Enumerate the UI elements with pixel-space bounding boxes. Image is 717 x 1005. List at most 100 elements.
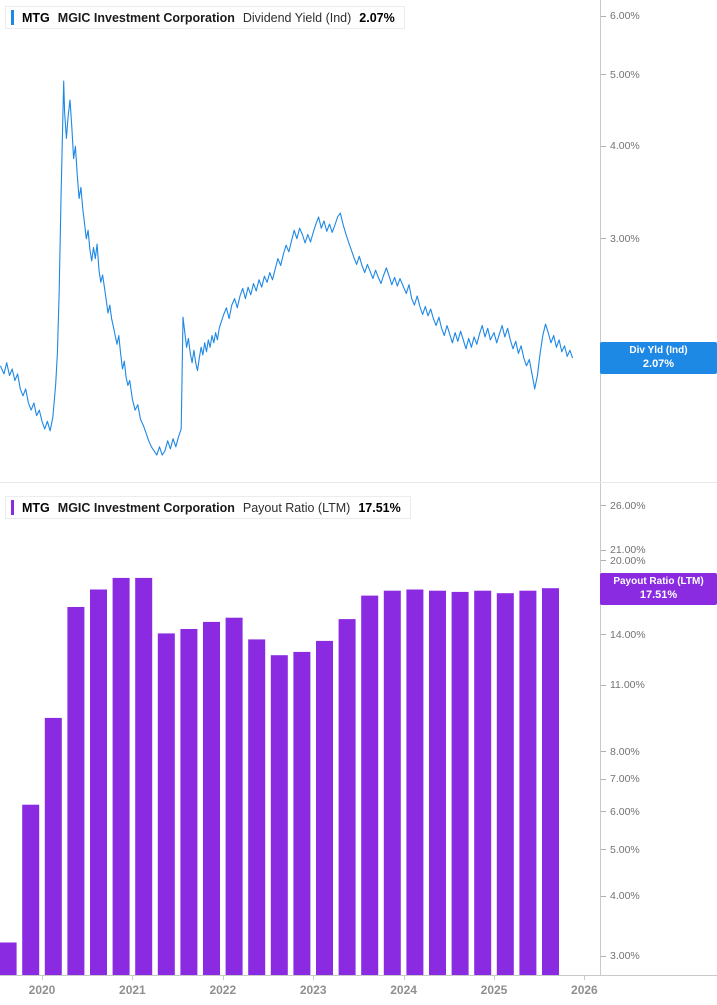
tick-mark-icon [601,849,606,850]
dividend-yield-series-line [0,80,574,456]
payout-ratio-bar [90,589,107,976]
payout-ratio-bar [451,591,469,976]
x-axis-year-label: 2024 [390,983,417,997]
payout-ratio-bar [429,590,446,976]
payout-ratio-y-axis: 26.00%21.00%20.00%17.00%14.00%11.00%8.00… [600,483,717,975]
tick-mark-icon [601,560,606,561]
payout-ratio-bar [338,619,356,976]
x-axis-tick-mark-icon [494,976,495,980]
company-name: MGIC Investment Corporation [57,500,235,515]
tick-mark-icon [601,684,606,686]
metric-value: 2.07% [359,10,395,25]
tick-mark-icon [601,811,606,812]
tick-mark-icon [601,549,606,551]
x-axis-year-label: 2023 [299,983,327,997]
metric-name: Payout Ratio (LTM) [242,500,351,515]
y-axis-tick: 6.00% [601,805,640,819]
y-axis-tick: 4.00% [601,889,640,903]
ticker-symbol: MTG [22,500,50,515]
dividend-yield-panel: 6.00%5.00%4.00%3.00%2.00% MTG MGIC Inves… [0,0,717,482]
payout-ratio-bar [0,942,17,976]
y-axis-tick-label: 8.00% [610,745,640,758]
tick-mark-icon [601,895,606,897]
y-axis-tick: 14.00% [601,628,646,642]
x-axis-tick-mark-icon [403,976,405,980]
metric-value: 17.51% [358,500,401,515]
payout-ratio-bar [112,577,130,976]
y-axis-tick-label: 5.00% [610,843,640,856]
payout-ratio-bar [44,717,62,976]
badge-value: 17.51% [639,588,678,601]
dividend-yield-y-axis: 6.00%5.00%4.00%3.00%2.00% [600,0,717,482]
x-axis-tick-mark-icon [584,976,586,980]
x-axis-tick-mark-icon [42,976,43,980]
payout-ratio-bar [270,655,288,976]
y-axis-tick: 21.00% [601,543,646,557]
payout-ratio-bar [361,595,379,976]
y-axis-tick: 26.00% [601,499,646,513]
dividend-yield-line-chart [0,80,574,456]
payout-ratio-bar-chart [0,577,559,976]
tick-mark-icon [601,238,606,240]
badge-value: 2.07% [642,357,675,370]
y-axis-tick: 4.00% [601,139,640,153]
series-color-bar-icon [11,10,14,25]
y-axis-tick-label: 5.00% [610,68,640,81]
dividend-yield-last-value-badge: Div Yld (Ind) 2.07% [600,342,717,375]
y-axis-tick: 20.00% [601,554,646,568]
payout-ratio-bar [135,577,153,976]
payout-ratio-bar [474,590,492,976]
y-axis-tick: 6.00% [601,9,640,23]
payout-ratio-bar [180,629,198,976]
x-axis-year-label: 2020 [28,983,56,997]
y-axis-tick: 8.00% [601,745,640,759]
y-axis-tick-label: 4.00% [610,140,640,153]
badge-label: Div Yld (Ind) [629,345,688,356]
payout-ratio-bar [203,621,220,976]
y-axis-tick: 3.00% [601,232,640,246]
tick-mark-icon [601,505,606,507]
payout-ratio-bar [542,588,559,976]
dividend-yield-legend: MTG MGIC Investment Corporation Dividend… [5,6,405,29]
y-axis-tick-label: 6.00% [610,805,640,818]
y-axis-tick-label: 14.00% [610,628,646,641]
badge-label: Payout Ratio (LTM) [613,576,704,588]
tick-mark-icon [601,145,606,147]
x-axis-year-label: 2026 [571,983,598,997]
tick-mark-icon [601,778,606,780]
payout-ratio-bar [496,593,514,976]
payout-ratio-bar [67,607,85,976]
y-axis-tick-label: 21.00% [610,544,646,557]
payout-ratio-bar [293,651,311,976]
payout-ratio-bar [157,633,175,976]
payout-ratio-bar [225,617,243,976]
y-axis-tick-label: 3.00% [610,950,640,962]
y-axis-tick-label: 4.00% [610,890,640,902]
x-axis-year-label: 2022 [209,983,237,997]
time-x-axis: 2020 2021 2022 2023 2024 2025 2026 [0,975,717,1005]
y-axis-tick-label: 20.00% [610,554,646,567]
y-axis-tick: 7.00% [601,772,640,786]
tick-mark-icon [601,15,606,17]
y-axis-tick-label: 11.00% [610,679,645,692]
y-axis-tick-label: 7.00% [610,773,640,786]
payout-ratio-bar [406,589,424,976]
payout-ratio-bar [383,590,401,976]
tick-mark-icon [601,955,606,957]
y-axis-tick: 5.00% [601,843,640,857]
y-axis-tick-label: 6.00% [610,10,640,22]
x-axis-tick-mark-icon [222,976,224,980]
x-axis-year-label: 2025 [480,983,508,997]
y-axis-tick: 3.00% [601,949,640,963]
x-axis-year-label: 2021 [119,983,146,997]
payout-ratio-legend: MTG MGIC Investment Corporation Payout R… [5,496,411,519]
payout-ratio-bar [248,639,266,976]
y-axis-tick-label: 26.00% [610,499,646,512]
payout-ratio-bar [22,804,40,976]
tick-mark-icon [601,634,606,636]
metric-name: Dividend Yield (Ind) [242,10,352,25]
tick-mark-icon [601,74,606,76]
y-axis-tick-label: 3.00% [610,232,640,245]
y-axis-tick: 11.00% [601,678,645,692]
